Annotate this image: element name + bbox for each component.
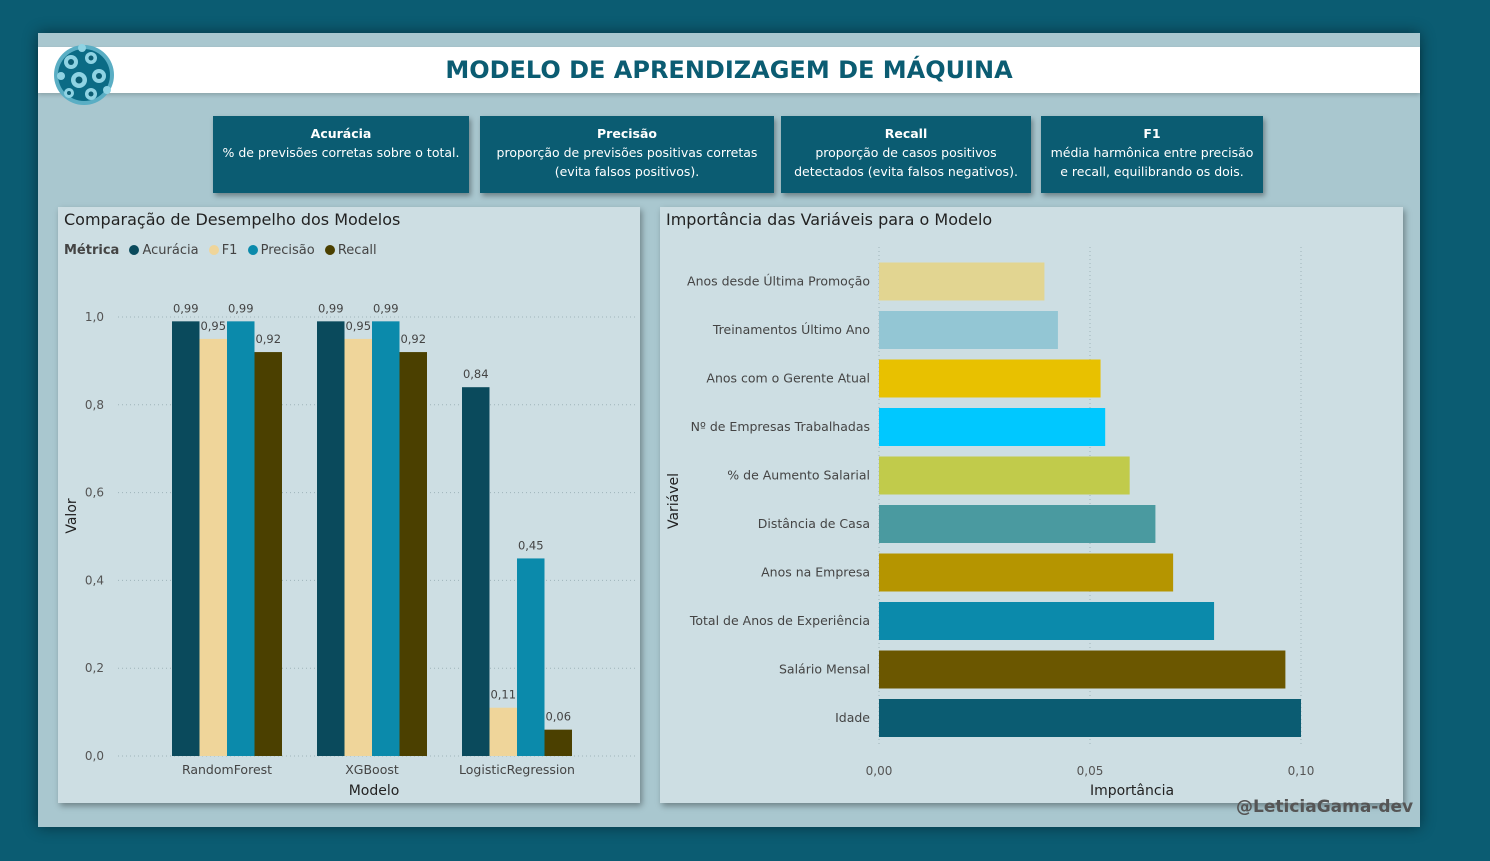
bar	[199, 338, 227, 756]
bar	[879, 699, 1301, 737]
data-label: 0,99	[373, 301, 399, 315]
data-label: 0,84	[463, 367, 489, 381]
chart-legend: Métrica Acurácia F1 Precisão Recall	[64, 243, 383, 258]
legend-label: Acurácia	[142, 243, 199, 258]
model-comparison-chart: 0,00,20,40,60,81,00,990,950,990,92Random…	[64, 301, 636, 799]
legend-item-precisao[interactable]: Precisão	[247, 243, 315, 258]
y-tick-label: 0,8	[85, 398, 104, 412]
chart-title: Comparação de Desempelho dos Modelos	[64, 210, 401, 229]
y-axis-title: Variável	[666, 473, 682, 529]
legend-dot	[129, 245, 140, 255]
legend-dot	[208, 245, 219, 255]
card-title: Acurácia	[310, 126, 372, 141]
card-title: F1	[1143, 126, 1161, 141]
data-label: 0,99	[318, 301, 344, 315]
bar	[517, 558, 545, 756]
page-title: MODELO DE APRENDIZAGEM DE MÁQUINA	[445, 56, 1013, 84]
bar	[462, 387, 490, 756]
x-tick-label: 0,05	[1077, 764, 1104, 778]
model-comparison-panel: Comparação de Desempelho dos Modelos Mét…	[58, 207, 640, 803]
x-tick-label: 0,10	[1288, 764, 1315, 778]
card-title: Recall	[884, 126, 928, 141]
card-description: proporção de previsões positivas correta…	[496, 145, 758, 179]
title-bar: MODELO DE APRENDIZAGEM DE MÁQUINA	[38, 47, 1420, 93]
data-label: 0,99	[173, 301, 199, 315]
bar	[489, 707, 517, 756]
y-tick-label: Nº de Empresas Trabalhadas	[691, 419, 870, 434]
bar	[344, 338, 372, 756]
x-tick-label: 0,00	[866, 764, 893, 778]
chart-title: Importância das Variáveis para o Modelo	[666, 210, 993, 229]
y-tick-label: 0,2	[85, 661, 104, 675]
x-axis-title: Importância	[1090, 783, 1174, 799]
card-recall: Recall proporção de casos positivos dete…	[781, 116, 1031, 193]
legend-label: Recall	[337, 243, 377, 258]
card-title: Precisão	[597, 126, 657, 141]
data-label: 0,11	[490, 688, 516, 702]
y-tick-label: % de Aumento Salarial	[727, 468, 870, 483]
bar	[879, 456, 1130, 495]
card-description: % de previsões corretas sobre o total.	[222, 145, 460, 160]
data-label: 0,45	[518, 538, 544, 552]
legend-dot	[324, 245, 335, 255]
x-tick-label: RandomForest	[182, 762, 272, 777]
y-tick-label: Distância de Casa	[758, 516, 870, 531]
card-description: proporção de casos positivos detectados …	[794, 145, 1018, 179]
x-axis-title: Modelo	[349, 783, 400, 799]
y-tick-label: Total de Anos de Experiência	[689, 613, 870, 628]
brain-gears-logo-icon	[54, 44, 114, 105]
data-label: 0,95	[200, 319, 226, 333]
y-tick-label: 0,6	[85, 486, 104, 500]
y-tick-label: Treinamentos Último Ano	[712, 322, 870, 337]
y-tick-label: Anos com o Gerente Atual	[706, 371, 870, 386]
data-label: 0,99	[228, 301, 254, 315]
y-tick-label: 0,4	[85, 573, 104, 587]
data-label: 0,92	[400, 332, 426, 346]
legend-label: F1	[221, 243, 238, 258]
legend-dot	[247, 245, 258, 255]
bar	[879, 311, 1058, 349]
bar	[399, 352, 427, 756]
x-tick-label: LogisticRegression	[459, 762, 575, 777]
bar	[227, 321, 255, 756]
y-axis-title: Valor	[64, 498, 80, 534]
legend-item-acuracia[interactable]: Acurácia	[129, 243, 199, 258]
bar	[879, 553, 1174, 592]
legend-label: Precisão	[260, 243, 315, 258]
bar	[317, 321, 345, 756]
card-precisao: Precisão proporção de previsões positiva…	[480, 116, 774, 193]
y-tick-label: 1,0	[85, 310, 104, 324]
data-label: 0,92	[255, 332, 281, 346]
watermark: @LeticiaGama-dev	[1236, 797, 1414, 817]
legend-item-recall[interactable]: Recall	[324, 243, 377, 258]
bar	[172, 321, 200, 756]
legend-item-f1[interactable]: F1	[208, 243, 238, 258]
bar	[254, 352, 282, 756]
y-tick-label: Salário Mensal	[779, 662, 870, 677]
y-tick-label: Anos na Empresa	[761, 565, 870, 580]
bar	[544, 729, 572, 756]
bar	[879, 359, 1101, 398]
card-description: média harmônica entre precisão e recall,…	[1050, 145, 1254, 179]
bar	[879, 505, 1156, 543]
card-acuracia: Acurácia % de previsões corretas sobre o…	[213, 116, 469, 193]
x-tick-label: XGBoost	[345, 762, 399, 777]
feature-importance-chart: 0,00 0,05 0,10 Anos desde Última Promoção Tr…	[666, 247, 1315, 799]
data-label: 0,06	[545, 710, 571, 724]
bar	[879, 602, 1215, 640]
bar	[879, 650, 1286, 689]
bar	[879, 408, 1106, 446]
y-tick-label: Anos desde Última Promoção	[687, 274, 870, 289]
bar	[372, 321, 400, 756]
legend-title: Métrica	[64, 243, 120, 258]
y-tick-label: Idade	[835, 710, 870, 725]
data-label: 0,95	[345, 319, 371, 333]
bar	[879, 262, 1045, 301]
y-tick-label: 0,0	[85, 749, 104, 763]
feature-importance-panel: Importância das Variáveis para o Modelo …	[660, 207, 1403, 803]
card-f1: F1 média harmônica entre precisão e reca…	[1041, 116, 1263, 193]
